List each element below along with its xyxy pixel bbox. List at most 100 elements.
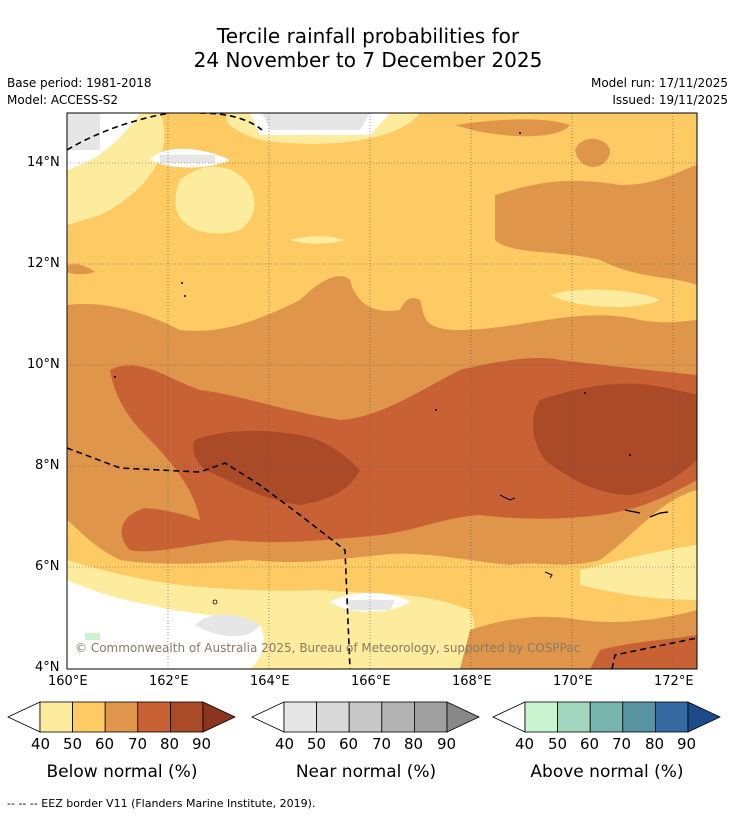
island bbox=[624, 509, 669, 518]
eez-border bbox=[67, 447, 351, 669]
eez-border bbox=[67, 113, 171, 151]
colorbar-above-normal bbox=[492, 701, 721, 733]
colorbar-segment bbox=[72, 701, 106, 733]
region-near-40-50 bbox=[262, 113, 370, 130]
colorbar-segment bbox=[557, 701, 591, 733]
colorbar-segment bbox=[524, 701, 558, 733]
region-40-50 bbox=[550, 289, 660, 307]
lon-label: 162°E bbox=[149, 674, 189, 689]
region-40-50 bbox=[175, 166, 255, 234]
island bbox=[519, 132, 521, 134]
lat-label: 12°N bbox=[27, 256, 60, 271]
colorbar-segment bbox=[283, 701, 317, 733]
colorbar-segment bbox=[655, 701, 689, 733]
region-80-90 bbox=[533, 383, 697, 495]
colorbars bbox=[7, 701, 721, 733]
eez-border bbox=[611, 637, 697, 669]
issued-date: Issued: 19/11/2025 bbox=[612, 93, 728, 107]
map-frame bbox=[66, 112, 698, 670]
region-near-40-50 bbox=[160, 155, 215, 163]
lat-label: 14°N bbox=[27, 155, 60, 170]
cb-tick: 50 bbox=[307, 735, 327, 753]
region-near-40-50 bbox=[67, 113, 100, 150]
colorbar-segment bbox=[169, 701, 204, 733]
island bbox=[114, 376, 116, 378]
lon-label: 170°E bbox=[553, 674, 593, 689]
map-fields bbox=[67, 113, 697, 669]
region-above-40-50 bbox=[85, 633, 100, 640]
cb-tick: 90 bbox=[677, 735, 697, 753]
colorbar-extend-high bbox=[446, 701, 480, 733]
island bbox=[584, 392, 586, 394]
model-name: Model: ACCESS-S2 bbox=[7, 93, 119, 107]
colorbar-segment bbox=[104, 701, 139, 733]
copyright-notice: © Commonwealth of Australia 2025, Bureau… bbox=[75, 641, 581, 655]
colorbar-extend-low bbox=[492, 701, 526, 733]
lon-label: 172°E bbox=[654, 674, 694, 689]
region-below-40 bbox=[67, 580, 265, 669]
cb-tick: 70 bbox=[128, 735, 148, 753]
cb-tick: 60 bbox=[339, 735, 359, 753]
cb-tick: 80 bbox=[645, 735, 665, 753]
cb-tick: 40 bbox=[31, 735, 51, 753]
region-60-70 bbox=[455, 119, 570, 137]
cb-tick: 40 bbox=[515, 735, 535, 753]
model-run: Model run: 17/11/2025 bbox=[590, 76, 728, 90]
colorbar-segment bbox=[381, 701, 415, 733]
island bbox=[499, 494, 516, 501]
lon-label: 160°E bbox=[48, 674, 88, 689]
cb-tick: 90 bbox=[192, 735, 212, 753]
lon-label: 168°E bbox=[452, 674, 492, 689]
legend-title-below: Below normal (%) bbox=[46, 762, 198, 782]
colorbar-near-normal bbox=[251, 701, 480, 733]
colorbar-segment bbox=[316, 701, 350, 733]
eez-footnote: -- -- -- EEZ border V11 (Flanders Marine… bbox=[7, 797, 316, 810]
cb-tick: 40 bbox=[275, 735, 295, 753]
cb-tick: 80 bbox=[404, 735, 424, 753]
lon-label: 164°E bbox=[250, 674, 290, 689]
colorbar-extend-high bbox=[202, 701, 236, 733]
lat-label: 8°N bbox=[35, 458, 60, 473]
map-title-line1: Tercile rainfall probabilities for bbox=[216, 24, 520, 48]
island bbox=[184, 295, 186, 297]
colorbar-extend-low bbox=[251, 701, 285, 733]
island bbox=[435, 409, 437, 411]
colorbar-segment bbox=[413, 701, 448, 733]
colorbar-segment bbox=[348, 701, 383, 733]
cb-tick: 80 bbox=[160, 735, 180, 753]
cb-tick: 70 bbox=[372, 735, 392, 753]
region-40-50 bbox=[290, 236, 345, 244]
lat-label: 4°N bbox=[35, 660, 60, 675]
region-60-70 bbox=[495, 165, 697, 285]
colorbar-below-normal bbox=[7, 701, 236, 733]
lon-label: 166°E bbox=[351, 674, 391, 689]
lat-label: 6°N bbox=[35, 559, 60, 574]
colorbar-segment bbox=[622, 701, 656, 733]
colorbar-extend-high bbox=[687, 701, 721, 733]
colorbar-segment bbox=[137, 701, 171, 733]
region-60-70 bbox=[575, 138, 610, 167]
lat-label: 10°N bbox=[27, 357, 60, 372]
colorbar-segment bbox=[39, 701, 73, 733]
island bbox=[629, 454, 631, 456]
island bbox=[212, 599, 218, 605]
region-60-70 bbox=[67, 264, 95, 275]
cb-tick: 50 bbox=[548, 735, 568, 753]
cb-tick: 50 bbox=[63, 735, 83, 753]
island bbox=[544, 571, 553, 579]
colorbar-extend-low bbox=[7, 701, 41, 733]
legend-title-above: Above normal (%) bbox=[530, 762, 684, 782]
island bbox=[181, 282, 183, 284]
base-period: Base period: 1981-2018 bbox=[7, 76, 152, 90]
cb-tick: 60 bbox=[580, 735, 600, 753]
map-title-line2: 24 November to 7 December 2025 bbox=[193, 48, 543, 72]
cb-tick: 60 bbox=[95, 735, 115, 753]
colorbar-segment bbox=[589, 701, 624, 733]
graticule bbox=[67, 113, 697, 669]
eez-border bbox=[199, 113, 263, 131]
cb-tick: 70 bbox=[612, 735, 632, 753]
region-80-90 bbox=[193, 430, 360, 505]
legend-title-near: Near normal (%) bbox=[295, 762, 437, 782]
region-near-40-50 bbox=[195, 614, 260, 637]
